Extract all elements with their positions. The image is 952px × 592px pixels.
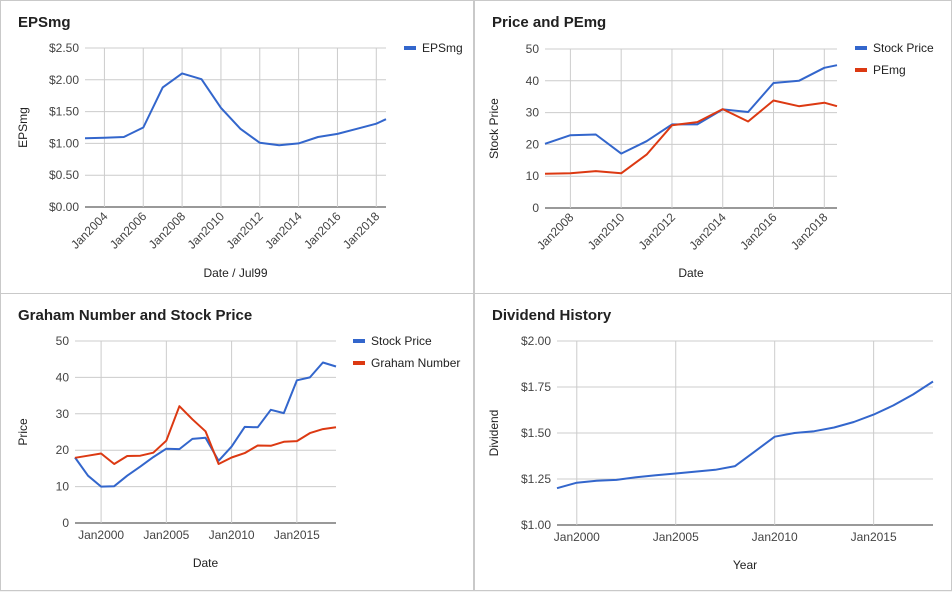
y-tick-label: 50: [526, 42, 540, 56]
y-tick-label: 20: [526, 137, 540, 151]
x-axis-title: Date / Jul99: [203, 266, 267, 280]
x-tick-label: Jan2005: [653, 530, 699, 544]
legend-label: Graham Number: [371, 356, 460, 370]
y-axis-title: Stock Price: [487, 98, 501, 159]
x-axis-title: Date: [678, 266, 704, 280]
x-tick-label: Jan2012: [223, 209, 266, 252]
x-tick-label: Jan2000: [554, 530, 600, 544]
y-tick-label: $1.75: [521, 380, 551, 394]
x-tick-label: Jan2016: [301, 209, 344, 252]
y-tick-label: 10: [526, 169, 540, 183]
y-tick-label: $2.00: [49, 73, 79, 87]
x-tick-label: Jan2000: [78, 528, 124, 542]
y-tick-label: 50: [56, 334, 70, 348]
y-tick-label: $2.00: [521, 334, 551, 348]
x-tick-label: Jan2005: [143, 528, 189, 542]
legend-swatch: [855, 46, 867, 50]
chart-title: EPSmg: [18, 14, 71, 31]
x-tick-label: Jan2006: [107, 209, 150, 252]
y-tick-label: $2.50: [49, 41, 79, 55]
legend-label: PEmg: [873, 63, 906, 77]
series-line-stock-price: [544, 64, 838, 155]
x-axis-title: Year: [733, 558, 757, 572]
chart-panel-graham: Graham Number and Stock Price 0 10 20 30 40 5…: [0, 293, 474, 591]
x-tick-label: Jan2008: [146, 209, 189, 252]
series-line-epsmg: [84, 72, 387, 147]
y-tick-label: $1.50: [521, 426, 551, 440]
x-tick-label: Jan2010: [185, 209, 228, 252]
x-tick-label: Jan2008: [534, 210, 577, 253]
y-tick-label: 20: [56, 443, 70, 457]
y-tick-label: 30: [56, 407, 70, 421]
chart-svg-graham: 0 10 20 30 40 50 Jan2000 Jan2005 Jan2010 Jan2015 D…: [16, 334, 460, 570]
x-tick-label: Jan2015: [851, 530, 897, 544]
y-axis-title: Price: [16, 418, 30, 446]
x-tick-label: Jan2004: [68, 209, 111, 252]
x-tick-label: Jan2010: [209, 528, 255, 542]
x-tick-label: Jan2016: [737, 210, 780, 253]
x-tick-label: Jan2010: [585, 210, 628, 253]
y-tick-label: 40: [526, 74, 540, 88]
chart-panel-price-pemg: Price and PEmg 0 10 20 30 40 50 Jan2008 Jan2010…: [474, 0, 952, 294]
y-axis-title: EPSmg: [16, 107, 30, 148]
chart-title: Graham Number and Stock Price: [18, 307, 253, 324]
y-tick-label: $0.50: [49, 168, 79, 182]
chart-title: Price and PEmg: [492, 14, 607, 31]
y-tick-label: $1.25: [521, 472, 551, 486]
x-tick-label: Jan2015: [274, 528, 320, 542]
chart-svg-epsmg: $0.00$0.50$1.00$1.50$2.00$2.50Jan2004Jan…: [16, 41, 463, 280]
chart-svg-dividend: $1.00 $1.25 $1.50 $1.75 $2.00 Jan2000 Jan2005 J…: [487, 334, 934, 572]
x-tick-label: Jan2014: [686, 210, 729, 253]
y-tick-label: $1.50: [49, 105, 79, 119]
legend-swatch: [404, 46, 416, 50]
y-tick-label: 10: [56, 480, 70, 494]
x-axis-title: Date: [193, 556, 219, 570]
y-tick-label: 0: [532, 201, 539, 215]
legend-label: Stock Price: [371, 334, 432, 348]
x-tick-label: Jan2012: [636, 210, 679, 253]
chart-panel-dividend: Dividend History $1.00 $1.25 $1.50 $1.75 $2.…: [474, 293, 952, 591]
series-line-dividend: [556, 380, 934, 490]
legend-swatch: [353, 339, 365, 343]
series-line-pemg: [544, 99, 838, 175]
y-axis-title: Dividend: [487, 410, 501, 457]
y-tick-label: 0: [62, 516, 69, 530]
x-tick-label: Jan2010: [752, 530, 798, 544]
legend-swatch: [353, 361, 365, 365]
y-tick-label: 40: [56, 370, 70, 384]
y-tick-label: $1.00: [49, 136, 79, 150]
series-line-stock-price: [74, 361, 337, 488]
x-tick-label: Jan2018: [340, 209, 383, 252]
x-tick-label: Jan2014: [262, 209, 305, 252]
y-tick-label: $0.00: [49, 200, 79, 214]
series-line-graham-number: [74, 405, 337, 465]
legend-label: Stock Price: [873, 41, 934, 55]
legend-label: EPSmg: [422, 41, 463, 55]
legend-swatch: [855, 68, 867, 72]
chart-title: Dividend History: [492, 307, 612, 324]
x-tick-label: Jan2018: [788, 210, 831, 253]
chart-panel-epsmg: EPSmg $0.00 $0.50 $1.00 $1.50 $2.00 $2.50 Jan2…: [0, 0, 474, 294]
y-tick-label: $1.00: [521, 518, 551, 532]
y-tick-label: 30: [526, 106, 540, 120]
